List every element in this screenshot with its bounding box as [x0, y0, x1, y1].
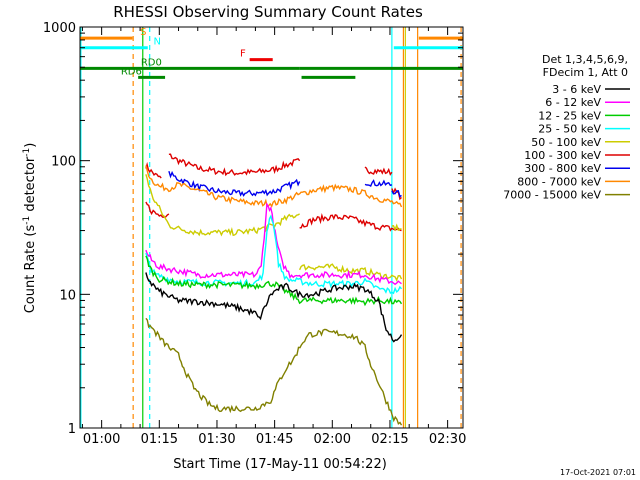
- series-4-segment-1: [298, 263, 403, 282]
- y-axis-label: Count Rate (s-1 detector-1): [22, 143, 38, 314]
- state-label-F: F: [240, 49, 246, 60]
- y-label-main: Count Rate (s: [23, 225, 38, 314]
- state-label-N: N: [154, 37, 161, 48]
- series-0-segment-1: [168, 153, 301, 177]
- legend-label-6: 300 - 800 keV: [524, 162, 601, 175]
- legend-label-2: 12 - 25 keV: [538, 109, 601, 122]
- y-label-end: ): [23, 143, 38, 148]
- chart-title: RHESSI Observing Summary Count Rates: [113, 3, 423, 21]
- series-9-segment-0: [145, 317, 403, 426]
- svg-text:Count Rate (s-1 detector-1): Count Rate (s-1 detector-1): [22, 143, 38, 314]
- legend: Det 1,3,4,5,6,9,FDecim 1, Att 0 3 - 6 keV…: [503, 53, 630, 202]
- legend-label-1: 6 - 12 keV: [545, 96, 601, 109]
- series-4-segment-2: [391, 223, 402, 232]
- series-1-segment-0: [168, 170, 301, 197]
- x-tick-label: 01:30: [198, 432, 235, 447]
- x-tick-label: 02:30: [429, 432, 466, 447]
- legend-label-8: 7000 - 15000 keV: [503, 189, 601, 202]
- x-axis-label: Start Time (17-May-11 00:54:22): [173, 457, 387, 472]
- series-2-segment-0: [145, 165, 403, 208]
- legend-label-7: 800 - 7000 keV: [517, 175, 601, 188]
- legend-label-3: 25 - 50 keV: [538, 123, 601, 136]
- x-tick-label: 01:45: [256, 432, 293, 447]
- axes: 01:00 01:15 01:30 01:45 02:00 02:15 02:30 1 10 10…: [43, 21, 466, 447]
- y-label-sup2: -1: [22, 148, 32, 157]
- series-1-segment-1: [364, 179, 393, 187]
- legend-label-4: 50 - 100 keV: [531, 136, 601, 149]
- state-label-S: S: [140, 27, 146, 38]
- x-tick-label: 02:00: [314, 432, 351, 447]
- legend-label-0: 3 - 6 keV: [552, 83, 601, 96]
- state-label-RD0: RD0: [141, 57, 162, 68]
- data-layer: [80, 27, 462, 428]
- y-tick-label: 1: [68, 422, 76, 437]
- y-tick-label: 100: [51, 155, 76, 170]
- x-tick-label: 02:15: [371, 432, 408, 447]
- x-tick-label: 01:15: [141, 432, 178, 447]
- legend-header-0: Det 1,3,4,5,6,9,: [542, 53, 628, 66]
- series-7-segment-0: [145, 255, 403, 307]
- series-8-segment-0: [145, 272, 403, 343]
- legend-header-1: FDecim 1, Att 0: [543, 66, 628, 79]
- series-0-segment-0: [145, 161, 162, 179]
- x-tick-label: 01:00: [83, 432, 120, 447]
- series-6-segment-0: [145, 214, 403, 295]
- series-5-segment-0: [145, 202, 402, 286]
- series-3-segment-1: [299, 213, 402, 232]
- y-tick-label: 10: [59, 288, 76, 303]
- footer-timestamp: 17-Oct-2021 07:01: [560, 468, 636, 477]
- series-1-segment-2: [391, 190, 402, 198]
- y-label-sup: -1: [22, 216, 32, 225]
- y-label-rest: detector: [23, 156, 38, 216]
- state-label-RD6: RD6: [121, 66, 142, 77]
- y-tick-label: 1000: [43, 21, 76, 36]
- plot-frame: [79, 26, 464, 429]
- series-0-segment-2: [364, 166, 393, 176]
- legend-label-5: 100 - 300 keV: [524, 149, 601, 162]
